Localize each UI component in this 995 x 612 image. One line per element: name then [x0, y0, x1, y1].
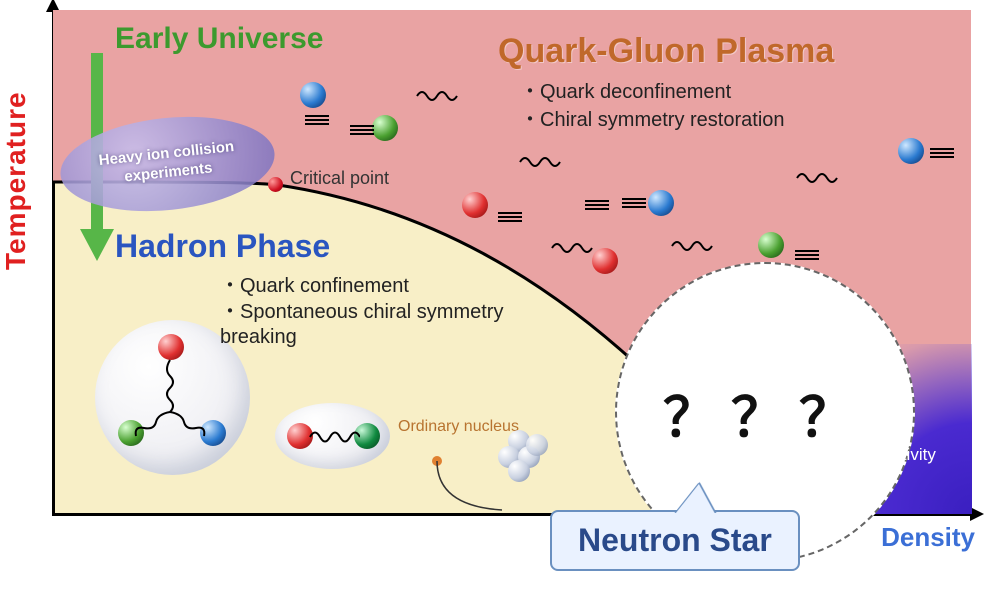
ordinary-nucleus-label: Ordinary nucleus	[398, 418, 519, 436]
gluon-coil-icon	[550, 240, 596, 261]
gluon-lines-icon	[350, 125, 374, 135]
gluon-coil-icon	[518, 154, 564, 175]
gluon-lines-icon	[585, 200, 609, 210]
meson-gluon	[308, 428, 360, 446]
gluon-coil-icon	[670, 238, 716, 259]
hadron-bullets: Quark confinement Spontaneous chiral sym…	[220, 272, 580, 350]
x-axis-label: Density	[881, 522, 975, 553]
gluon-lines-icon	[795, 250, 819, 260]
hadron-title: Hadron Phase	[115, 228, 330, 265]
free-quark	[300, 82, 326, 108]
free-quark	[372, 115, 398, 141]
free-quark	[758, 232, 784, 258]
color-superconductivity-label: Color Super- conductivity	[847, 400, 967, 466]
gluon-lines-icon	[305, 115, 329, 125]
critical-point-dot	[268, 177, 283, 192]
qgp-bullets: Quark deconfinement Chiral symmetry rest…	[520, 78, 785, 134]
qgp-title: Quark-Gluon Plasma	[498, 32, 834, 71]
free-quark	[648, 190, 674, 216]
free-quark	[898, 138, 924, 164]
y-axis-label: Temperature	[0, 91, 32, 270]
gluon-coil-icon	[795, 170, 841, 191]
gluon-lines-icon	[622, 198, 646, 208]
gluon-coil-icon	[415, 88, 461, 109]
early-universe-label: Early Universe	[115, 22, 323, 56]
ordinary-nucleus-pointer	[432, 456, 507, 514]
free-quark	[462, 192, 488, 218]
baryon-gluons	[108, 342, 238, 452]
unknown-text: ？？？	[663, 373, 867, 452]
gluon-lines-icon	[930, 148, 954, 158]
gluon-lines-icon	[498, 212, 522, 222]
neutron-star-callout: Neutron Star	[550, 510, 800, 571]
critical-point-label: Critical point	[290, 168, 389, 189]
qcd-phase-diagram: Color Super- conductivity ？？？ Temperatur…	[0, 0, 995, 612]
neutron-star-label: Neutron Star	[550, 510, 800, 571]
